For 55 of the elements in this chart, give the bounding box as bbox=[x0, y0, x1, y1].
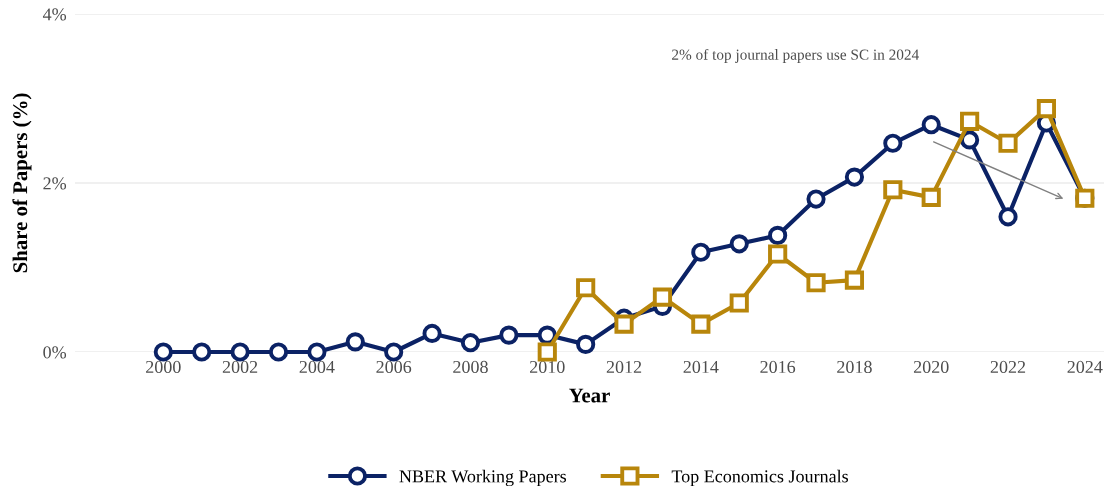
x-tick-label: 2018 bbox=[837, 360, 872, 374]
x-tick-label: 2022 bbox=[990, 360, 1026, 374]
point bbox=[460, 333, 481, 353]
x-tick-label: 2024 bbox=[1067, 360, 1103, 374]
x-tick-label: 2012 bbox=[606, 360, 642, 374]
point bbox=[960, 111, 980, 131]
point bbox=[806, 189, 826, 209]
y-tick-label: 0% bbox=[43, 346, 67, 359]
y-axis-title: Share of Papers (%) bbox=[12, 93, 32, 273]
point bbox=[729, 234, 749, 254]
point bbox=[844, 270, 865, 290]
point bbox=[192, 342, 212, 362]
point bbox=[768, 244, 788, 264]
point bbox=[576, 278, 596, 298]
point bbox=[153, 342, 173, 362]
point bbox=[921, 187, 941, 207]
point bbox=[384, 342, 404, 362]
point bbox=[921, 115, 941, 135]
point bbox=[691, 242, 711, 262]
x-tick-label: 2004 bbox=[299, 360, 335, 374]
point bbox=[768, 225, 788, 245]
point bbox=[230, 342, 250, 362]
legend-label: Top Economics Journals bbox=[671, 469, 849, 486]
x-tick-label: 2008 bbox=[453, 360, 488, 374]
x-tick-label: 2002 bbox=[222, 360, 258, 374]
point bbox=[998, 207, 1018, 227]
x-tick-label: 2020 bbox=[913, 360, 949, 374]
x-tick-label: 2006 bbox=[376, 360, 412, 374]
point bbox=[537, 342, 557, 362]
y-tick-label: 2% bbox=[43, 177, 67, 190]
x-tick-label: 2010 bbox=[530, 360, 565, 374]
point bbox=[307, 342, 327, 362]
point bbox=[691, 314, 711, 334]
point bbox=[345, 332, 365, 352]
point bbox=[268, 342, 289, 362]
point bbox=[576, 334, 596, 354]
x-axis-title: Year bbox=[569, 388, 610, 403]
point bbox=[883, 180, 903, 200]
point bbox=[614, 314, 634, 334]
x-tick-label: 2016 bbox=[760, 360, 796, 374]
point bbox=[652, 287, 673, 307]
point bbox=[883, 133, 903, 153]
point bbox=[998, 133, 1018, 153]
point bbox=[499, 325, 519, 345]
point bbox=[422, 323, 442, 343]
x-tick-label: 2000 bbox=[146, 360, 181, 374]
point bbox=[806, 273, 826, 293]
legend-label: NBER Working Papers bbox=[399, 469, 567, 486]
point bbox=[960, 130, 980, 150]
point bbox=[1036, 99, 1056, 119]
point bbox=[844, 167, 865, 187]
x-tick-label: 2014 bbox=[683, 360, 719, 374]
point bbox=[729, 293, 749, 313]
y-tick-label: 4% bbox=[42, 8, 67, 21]
annotation: 2% of top journal papers use SC in 2024 bbox=[672, 48, 919, 63]
